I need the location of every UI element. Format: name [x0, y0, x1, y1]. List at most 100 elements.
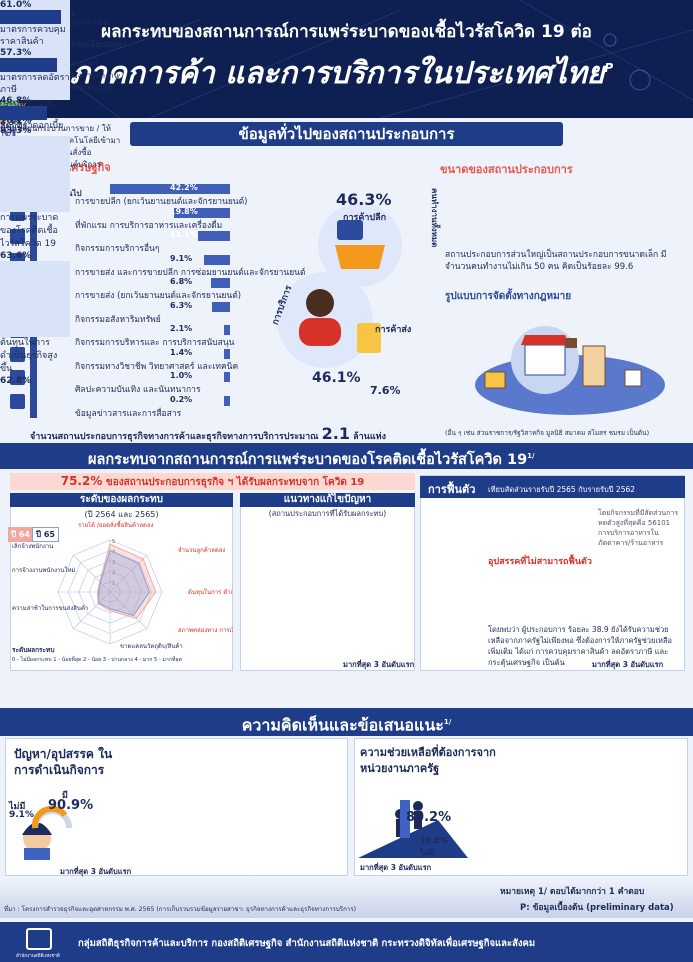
radar-tick-0: 1: [112, 581, 115, 587]
econ-icon-8: [10, 370, 25, 385]
problem-gauge: [32, 805, 72, 829]
recovery-header: [420, 476, 685, 498]
radar-spoke-7: [73, 555, 111, 593]
econ-icon-9: [10, 393, 25, 409]
radar-axis-label-5: ความล่าช้าในการขนส่งสินค้า: [12, 604, 88, 612]
recover-note: โดยกิจกรรมที่มีสัดส่วนการหดตัวสูงที่สุดค…: [598, 509, 679, 547]
econ-label-8: ศิลปะความบันเทิง และนันทนาการ: [75, 385, 201, 395]
econ-pct-5: 6.3%: [170, 300, 193, 310]
help-has-bar: [400, 800, 410, 838]
wholesale-label: การค้าส่ง: [375, 325, 412, 335]
nso-logo-text: สำนักงานสถิติแห่งชาติ: [16, 954, 60, 959]
impact-level-panel: [10, 493, 233, 671]
help-pct-0: 61.0%: [0, 0, 32, 10]
section2-band: ผลกระทบจากสถานการณ์การแพร่ระบาดของโรคติด…: [0, 443, 693, 469]
obstacle-title: อุปสรรคที่ไม่สามารถฟื้นตัว: [488, 557, 592, 567]
person-icon: [306, 289, 334, 317]
footnote-p: P: ข้อมูลเบื้องต้น (preliminary data): [520, 903, 674, 913]
help-text-1: มาตรการลดอัตราภาษี: [0, 73, 70, 95]
econ-bar-4: [210, 278, 230, 288]
econ-pct-1: 19.8%: [170, 206, 198, 216]
econ-bar-5: [212, 301, 230, 312]
recover-top3: มากที่สุด 3 อันดับแรก: [592, 660, 664, 669]
solution-panel: [240, 493, 415, 671]
solve-top3: มากที่สุด 3 อันดับแรก: [343, 660, 415, 669]
econ-bar-2: [198, 231, 230, 241]
header-banner: ผลกระทบของสถานการณ์การแพร่ระบาดของเชื้อไ…: [0, 0, 693, 118]
econ-bar-0: [109, 184, 230, 194]
problem-col-bg-2: [0, 261, 70, 337]
problem-text-1: การแพร่ระบาดของโรคติดเชื้อไวรัสโควิด 19: [0, 213, 59, 250]
econ-label-2: กิจกรรมการบริการอื่นๆ: [75, 244, 160, 254]
section3-band: ความคิดเห็นและข้อเสนอแนะ1/: [0, 708, 693, 736]
econ-label-3: การขายส่ง และการขายปลีก การซ่อมยานยนต์แล…: [75, 267, 306, 278]
econ-label-6: กิจกรรมการบริหารและ การบริการสนับสนุน: [75, 338, 235, 348]
help-has-label: มี: [413, 803, 419, 813]
trade-label: การค้าปลีก: [343, 213, 387, 223]
econ-pct-0: 42.2%: [170, 183, 198, 192]
help-title: ความช่วยเหลือที่ต้องการจากหน่วยงานภาครัฐ: [360, 746, 496, 775]
problem-col-bg-1: [0, 135, 70, 213]
help-top3: มากที่สุด 3 อันดับแรก: [360, 863, 432, 872]
trade-pct: 46.3%: [336, 190, 392, 209]
solve-sub: (สถานประกอบการที่ได้รับผลกระทบ): [268, 509, 387, 518]
econ-pct-2: 11.1%: [170, 230, 198, 239]
solve-title: แนวทางแก้ไขปัญหา: [240, 493, 415, 507]
help-pct-2: 46.8%: [0, 96, 32, 106]
footnote-1: หมายเหตุ 1/ ตอบได้มากกว่า 1 คำตอบ: [500, 887, 645, 897]
problem-text-2: ต้นทุนในการดำเนินธุรกิจสูงขึ้น: [0, 337, 58, 374]
radar-axis-label-2: ต้นทุนในการ ดำเนินธุรกิจสูงขึ้น: [188, 586, 233, 596]
econ-pct-8: 1.0%: [170, 371, 193, 380]
help-has-pct: 80.2%: [406, 810, 452, 825]
level-title: ระดับของผลกระทบ: [10, 493, 233, 507]
radar-axis-label-4: ขาดแคลนวัตถุดิบ/สินค้า: [120, 643, 183, 650]
radar-axis-label-3: สภาพคล่องทาง การเงินลดลง: [178, 627, 233, 634]
has-label: มี: [62, 791, 68, 801]
headline-pill: 75.2% ของสถานประกอบการธุรกิจ ฯ ได้รับผลก…: [10, 473, 415, 490]
tablet-icon: [337, 220, 363, 240]
econ-bar-8: [224, 372, 230, 382]
footer-bar: [0, 922, 693, 962]
has-pct: 90.9%: [48, 798, 94, 813]
econ-bar-6: [224, 325, 230, 335]
econ-label-5: กิจกรรมอสังหาริมทรัพย์: [75, 314, 161, 325]
source-note: ที่มา : โครงการสำรวจธุรกิจและอุตสาหกรรม …: [4, 906, 357, 913]
recover-title: การฟื้นตัว: [428, 483, 476, 496]
problem-pct-1: 63.6%: [0, 251, 32, 262]
invoice-icon: [357, 323, 381, 353]
problem-title: ปัญหา/อุปสรรค ในการดำเนินกิจการ: [14, 747, 113, 777]
help-bar-0: [0, 10, 61, 24]
total-line: จำนวนสถานประกอบการธุรกิจทางการค้าและธุรก…: [30, 424, 386, 443]
radar-tick-2: 3: [112, 560, 115, 566]
page-title-line2: ภาคการค้า และการบริการในประเทศไทยP: [70, 56, 614, 91]
help-text-0: มาตรการควบคุมราคาสินค้า: [0, 25, 66, 47]
help-no-pct: 19.8%: [420, 836, 448, 845]
help-text-2: ลดอัตราดอกเบี้ย: [0, 121, 64, 131]
help-bar-2: [0, 106, 47, 120]
no-pct: 9.1%: [9, 810, 34, 820]
econ-label-1: ที่พักแรม การบริการอาหารและเครื่องดื่ม: [75, 220, 223, 231]
radar-axis-label-7: เลิกจ้างพนักงาน: [12, 543, 53, 550]
legal-title: รูปแบบการจัดตั้งทางกฎหมาย: [445, 291, 572, 302]
no-label: ไม่มี: [9, 802, 26, 812]
page-title-line1: ผลกระทบของสถานการณ์การแพร่ระบาดของเชื้อไ…: [101, 22, 592, 42]
radar-spoke-1: [109, 555, 147, 593]
radar-scale: 0 - ไม่มีผลกระทบ 1 - น้อยที่สุด 2 - น้อย…: [12, 657, 182, 663]
econ-bar-1: [173, 207, 230, 218]
problem-panel: [5, 738, 348, 876]
thinking-person-icon: [22, 822, 52, 860]
econ-icon-7: [10, 346, 25, 362]
recover-pct-2: 10.1%: [0, 116, 32, 126]
econ-label-9: ข้อมูลข่าวสารและการสื่อสาร: [75, 408, 182, 419]
econ-pct-9: 0.2%: [170, 394, 193, 404]
radar-scale-title: ระดับผลกระทบ: [12, 646, 55, 654]
econ-label-7: กิจกรรมทางวิชาชีพ วิทยาศาสตร์ และเทคนิค: [75, 361, 239, 372]
help-list: 61.0% มาตรการควบคุมราคาสินค้า 57.3% มาตรการ…: [0, 0, 84, 132]
econ-label-4: การขายส่ง (ยกเว้นยานยนต์และจักรยานยนต์): [75, 291, 242, 301]
size-note: สถานประกอบการส่วนใหญ่เป็นสถานประกอบการขน…: [445, 250, 667, 272]
econ-pct-4: 6.8%: [170, 277, 193, 286]
solve-bullet-2: [0, 117, 6, 123]
radar-axis-label-6: การจ้างงานพนักงานใหม่: [12, 566, 75, 574]
econ-icon-2: [10, 229, 25, 244]
